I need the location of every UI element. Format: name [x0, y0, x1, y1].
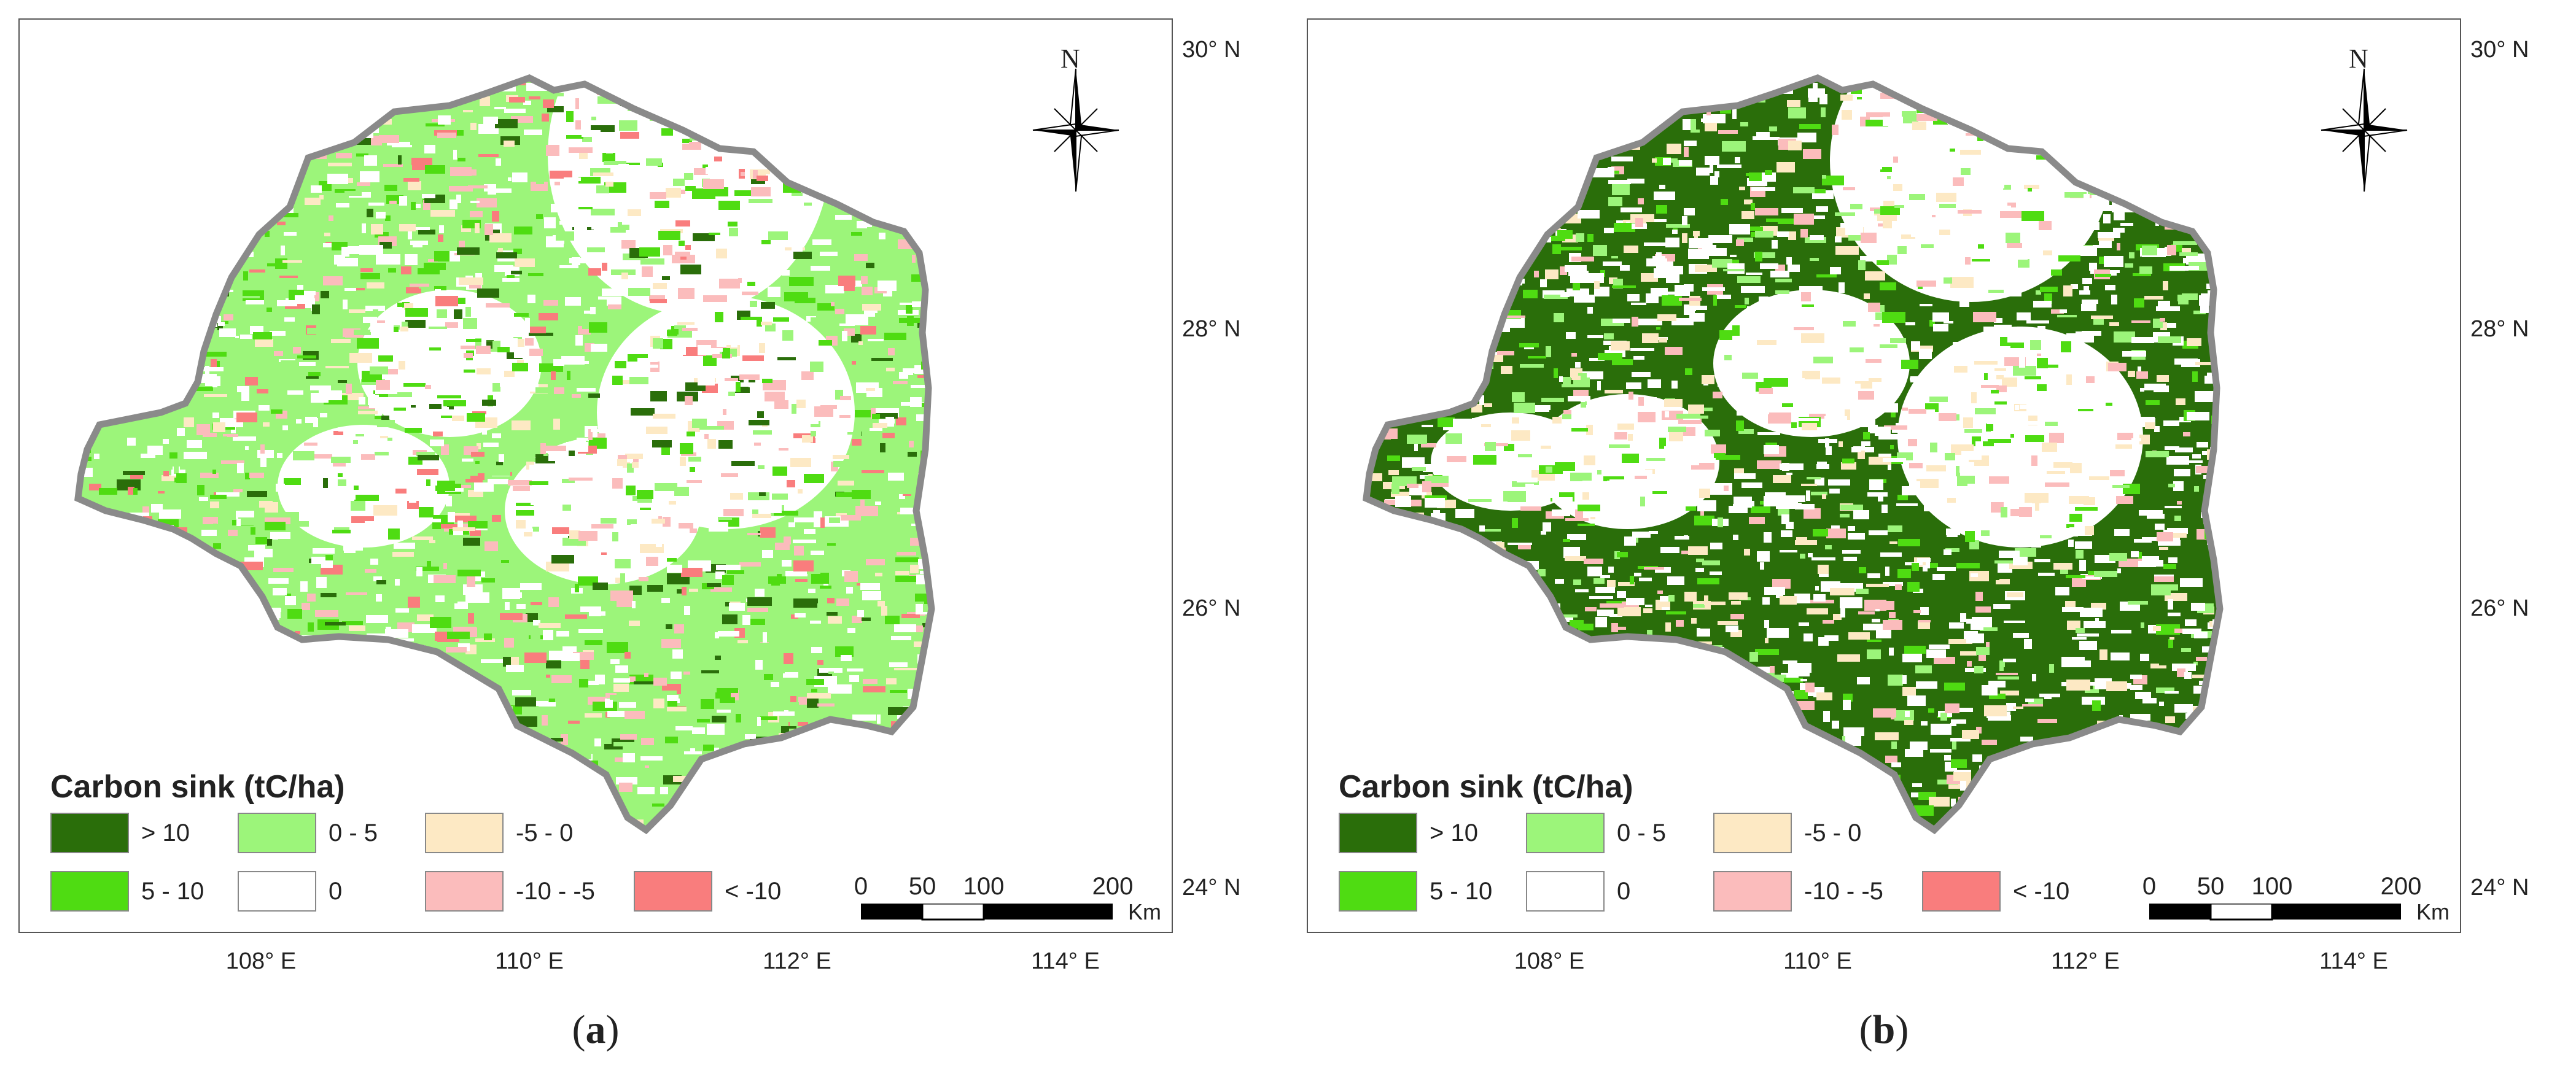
- legend-swatch: [50, 871, 129, 912]
- panel-caption: (a): [18, 1007, 1173, 1053]
- scale-tick-label: 100: [963, 873, 1005, 900]
- legend-swatch: [238, 813, 316, 853]
- north-label: N: [1060, 44, 1080, 74]
- scale-tick-label: 0: [854, 873, 868, 900]
- legend-swatch: [1526, 813, 1605, 853]
- legend-label: < -10: [725, 877, 782, 905]
- caption-letter: a: [585, 1007, 606, 1052]
- map-canvas: [1308, 20, 2461, 933]
- legend-item: -10 - -5: [425, 870, 595, 913]
- lat-label: 26° N: [2470, 595, 2529, 621]
- caption-letter: b: [1872, 1007, 1896, 1052]
- map-panel-b: N Carbon sink (tC/ha) > 10 0 - 5 -5 - 0: [1288, 0, 2576, 1092]
- legend-item: 5 - 10: [50, 870, 204, 913]
- legend-swatch: [425, 871, 504, 912]
- scale-bar-graphic: [861, 904, 1113, 921]
- map-canvas: [20, 20, 1173, 933]
- caption-open-paren: (: [572, 1007, 586, 1052]
- legend-label: < -10: [2013, 877, 2070, 905]
- scale-bar-graphic: [2149, 904, 2401, 921]
- legend-item: 5 - 10: [1339, 870, 1492, 913]
- panel-caption: (b): [1307, 1007, 2461, 1053]
- lon-label: 108° E: [225, 948, 297, 974]
- legend-label: > 10: [141, 819, 190, 846]
- legend-swatch: [1526, 871, 1605, 912]
- legend-swatch: [425, 813, 504, 853]
- legend-swatch: [1922, 871, 2001, 912]
- lat-label: 28° N: [2470, 316, 2529, 342]
- legend-label: -5 - 0: [516, 819, 574, 846]
- lat-label: 24° N: [1182, 875, 1241, 900]
- legend-item: 0: [238, 870, 342, 913]
- north-arrow-compass-icon: [1032, 68, 1119, 192]
- legend-item: < -10: [634, 870, 781, 913]
- lat-label: 30° N: [1182, 37, 1241, 63]
- caption-close-paren: ): [605, 1007, 620, 1052]
- lon-label: 108° E: [1514, 948, 1585, 974]
- legend-item: > 10: [50, 811, 190, 854]
- legend-label: -10 - -5: [516, 877, 595, 905]
- legend-swatch: [1339, 813, 1417, 853]
- legend-label: -10 - -5: [1804, 877, 1883, 905]
- lat-label: 28° N: [1182, 316, 1241, 342]
- map-panel-a: N Carbon sink (tC/ha) > 10 0 - 5 -5 - 0: [18, 18, 1241, 1053]
- legend-item: -5 - 0: [1713, 811, 1861, 854]
- scale-tick-label: 200: [1092, 873, 1134, 900]
- legend-item: -10 - -5: [1713, 870, 1883, 913]
- caption-open-paren: (: [1859, 1007, 1873, 1052]
- legend-swatch: [238, 871, 316, 912]
- legend-label: 0 - 5: [329, 819, 378, 846]
- lat-label: 26° N: [1182, 595, 1241, 621]
- legend-item: > 10: [1339, 811, 1478, 854]
- legend-title: Carbon sink (tC/ha): [50, 769, 345, 805]
- legend-swatch: [634, 871, 712, 912]
- scale-unit: Km: [2416, 899, 2450, 924]
- scale-unit: Km: [1128, 899, 1161, 924]
- lon-label: 110° E: [1783, 948, 1852, 974]
- legend-item: -5 - 0: [425, 811, 573, 854]
- lon-label: 110° E: [495, 948, 564, 974]
- caption-close-paren: ): [1895, 1007, 1909, 1052]
- legend-swatch: [1339, 871, 1417, 912]
- north-arrow-compass-icon: [2321, 68, 2408, 192]
- legend-label: 5 - 10: [141, 877, 204, 905]
- map-frame: N Carbon sink (tC/ha) > 10 0 - 5 -5 - 0: [1307, 18, 2461, 933]
- lon-label: 114° E: [1031, 948, 1100, 974]
- legend-label: 0: [1617, 877, 1631, 905]
- legend-swatch: [1713, 871, 1792, 912]
- legend-swatch: [1713, 813, 1792, 853]
- scale-tick-label: 50: [2197, 873, 2225, 900]
- legend-item: < -10: [1922, 870, 2069, 913]
- scale-bar: 0 50 100 200: [2142, 873, 2432, 922]
- legend-label: 0: [329, 877, 343, 905]
- lat-label: 24° N: [2470, 875, 2529, 900]
- lon-label: 112° E: [2051, 948, 2120, 974]
- scale-tick-label: 200: [2380, 873, 2422, 900]
- scale-tick-label: 50: [908, 873, 936, 900]
- scale-bar: 0 50 100 200: [854, 873, 1143, 922]
- map-frame: N Carbon sink (tC/ha) > 10 0 - 5 -5 - 0: [18, 18, 1173, 933]
- legend-label: > 10: [1430, 819, 1478, 846]
- scale-tick-label: 100: [2251, 873, 2293, 900]
- legend-label: -5 - 0: [1804, 819, 1862, 846]
- scale-tick-label: 0: [2142, 873, 2157, 900]
- legend-swatch: [50, 813, 129, 853]
- legend-label: 5 - 10: [1430, 877, 1493, 905]
- north-label: N: [2349, 44, 2368, 74]
- legend-title: Carbon sink (tC/ha): [1339, 769, 1633, 805]
- lat-label: 30° N: [2470, 37, 2529, 63]
- legend-item: 0: [1526, 870, 1630, 913]
- legend-item: 0 - 5: [238, 811, 378, 854]
- lon-label: 112° E: [763, 948, 831, 974]
- legend-label: 0 - 5: [1617, 819, 1667, 846]
- legend-item: 0 - 5: [1526, 811, 1666, 854]
- lon-label: 114° E: [2319, 948, 2388, 974]
